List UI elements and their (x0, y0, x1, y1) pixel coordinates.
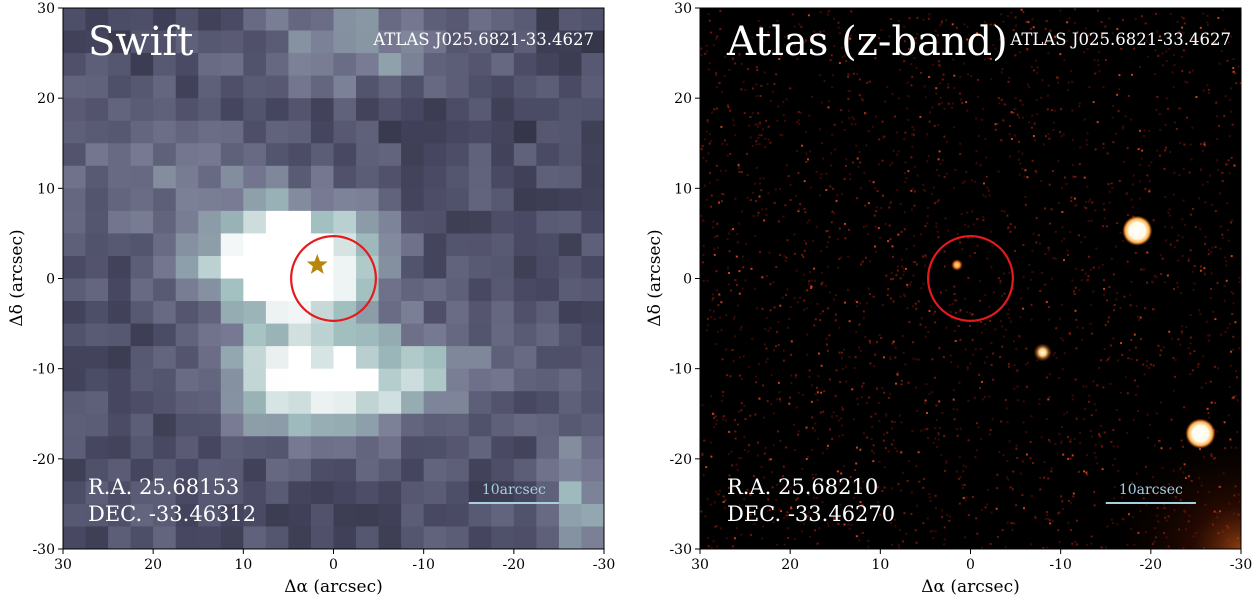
y-tick-label: 0 (683, 272, 692, 288)
panel-title: Atlas (z-band) (726, 19, 1008, 65)
y-tick-label: 0 (46, 272, 55, 288)
swift-panel: Swift ATLAS J025.6821-33.4627 R.A. 25.68… (7, 1, 615, 597)
x-tick-label: 10 (234, 557, 252, 573)
y-tick-label: 30 (37, 1, 55, 17)
y-axis-label: Δδ (arcsec) (7, 229, 27, 326)
dec-label: DEC. -33.46312 (88, 502, 256, 526)
x-ticks: 30 20 10 0 -10 -20 -30 (54, 549, 615, 573)
y-tick-label: 20 (674, 91, 692, 107)
y-ticks: 30 20 10 0 -10 -20 -30 (669, 1, 700, 558)
object-name: ATLAS J025.6821-33.4627 (1009, 30, 1231, 49)
swift-image (63, 8, 604, 549)
aperture-circle (927, 235, 1014, 322)
x-tick-label: 20 (144, 557, 162, 573)
x-tick-label: 30 (691, 557, 709, 573)
aperture-circle (290, 235, 377, 322)
x-tick-label: 30 (54, 557, 72, 573)
y-tick-label: -30 (669, 542, 692, 558)
star-source (1185, 418, 1216, 449)
x-tick-label: 20 (781, 557, 799, 573)
y-ticks: 30 20 10 0 -10 -20 -30 (32, 1, 63, 558)
x-tick-label: 10 (871, 557, 889, 573)
x-axis-label: Δα (arcsec) (921, 577, 1020, 597)
y-axis-label: Δδ (arcsec) (645, 229, 665, 326)
x-tick-label: 0 (966, 557, 975, 573)
y-tick-label: -20 (669, 452, 692, 468)
y-tick-label: 10 (674, 181, 692, 197)
x-ticks: 30 20 10 0 -10 -20 -30 (691, 549, 1252, 573)
scale-bar-label: 10arcsec (1119, 482, 1183, 498)
atlas-panel: Atlas (z-band) ATLAS J025.6821-33.4627 R… (645, 1, 1252, 597)
star-source (950, 258, 963, 271)
x-tick-label: -30 (1230, 557, 1253, 573)
atlas-image-noise (700, 8, 1241, 549)
x-tick-label: -20 (1140, 557, 1163, 573)
star-source (1033, 343, 1052, 362)
ra-label: R.A. 25.68153 (88, 475, 239, 499)
x-axis-label: Δα (arcsec) (284, 577, 383, 597)
y-tick-label: -10 (669, 362, 692, 378)
dec-label: DEC. -33.46270 (727, 502, 895, 526)
x-tick-label: -20 (503, 557, 526, 573)
x-tick-label: -30 (593, 557, 616, 573)
y-tick-label: 30 (674, 1, 692, 17)
atlas-sources (950, 215, 1216, 449)
scale-bar-label: 10arcsec (482, 482, 546, 498)
star-source (1122, 215, 1153, 246)
x-tick-label: -10 (412, 557, 435, 573)
object-name: ATLAS J025.6821-33.4627 (372, 30, 594, 49)
y-tick-label: 10 (37, 181, 55, 197)
source-star-icon (306, 253, 328, 274)
x-tick-label: 0 (329, 557, 338, 573)
y-tick-label: 20 (37, 91, 55, 107)
ra-label: R.A. 25.68210 (727, 475, 878, 499)
y-tick-label: -30 (32, 542, 55, 558)
y-tick-label: -10 (32, 362, 55, 378)
panel-title: Swift (88, 19, 193, 65)
x-tick-label: -10 (1049, 557, 1072, 573)
corner-glow (1100, 420, 1241, 549)
y-tick-label: -20 (32, 452, 55, 468)
